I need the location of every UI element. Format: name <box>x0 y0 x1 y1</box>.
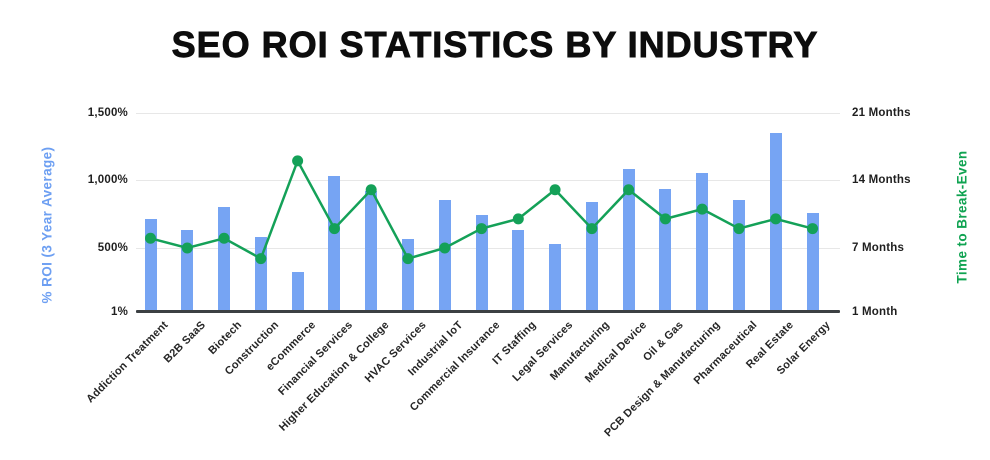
left-axis-tick-label: 1% <box>110 305 128 318</box>
breakeven-point <box>696 203 708 215</box>
roi-bar <box>549 243 562 312</box>
right-axis-tick-label: 1 Month <box>852 305 898 318</box>
breakeven-point <box>549 184 561 196</box>
breakeven-point <box>218 232 230 244</box>
roi-bar <box>475 214 488 312</box>
breakeven-point <box>181 242 193 254</box>
right-axis-tick-label: 14 Months <box>852 174 911 186</box>
breakeven-point <box>733 223 745 235</box>
roi-bar <box>438 199 451 312</box>
x-axis-line <box>136 310 840 313</box>
breakeven-point <box>365 184 377 196</box>
right-axis-tick-label: 21 Months <box>852 107 911 119</box>
breakeven-point <box>512 213 524 225</box>
breakeven-point <box>586 223 598 235</box>
left-axis-tick-label: 1,500% <box>87 107 128 119</box>
roi-bar <box>622 168 635 312</box>
roi-bar <box>365 190 378 312</box>
gridline <box>136 248 840 249</box>
breakeven-point <box>807 223 819 235</box>
right-axis-tick-label: 7 Months <box>852 242 905 254</box>
left-axis-tick-label: 1,000% <box>87 174 128 186</box>
breakeven-point <box>402 253 414 265</box>
breakeven-point <box>476 223 488 235</box>
breakeven-point <box>659 213 671 225</box>
breakeven-point <box>439 242 451 254</box>
breakeven-point <box>145 232 156 244</box>
breakeven-point <box>623 184 635 196</box>
breakeven-point <box>770 213 782 225</box>
breakeven-point <box>255 253 267 265</box>
gridline <box>136 113 840 114</box>
gridline <box>136 180 840 181</box>
breakeven-point <box>292 155 304 167</box>
roi-bar <box>291 272 304 312</box>
roi-bar <box>512 230 525 312</box>
breakeven-point <box>328 223 340 235</box>
breakeven-line <box>150 157 813 261</box>
roi-bar <box>806 212 819 312</box>
roi-bar <box>328 175 341 312</box>
left-axis-tick-label: 500% <box>97 242 128 254</box>
chart-title: SEO ROI STATISTICS BY INDUSTRY <box>171 24 819 66</box>
roi-bar <box>218 206 231 312</box>
